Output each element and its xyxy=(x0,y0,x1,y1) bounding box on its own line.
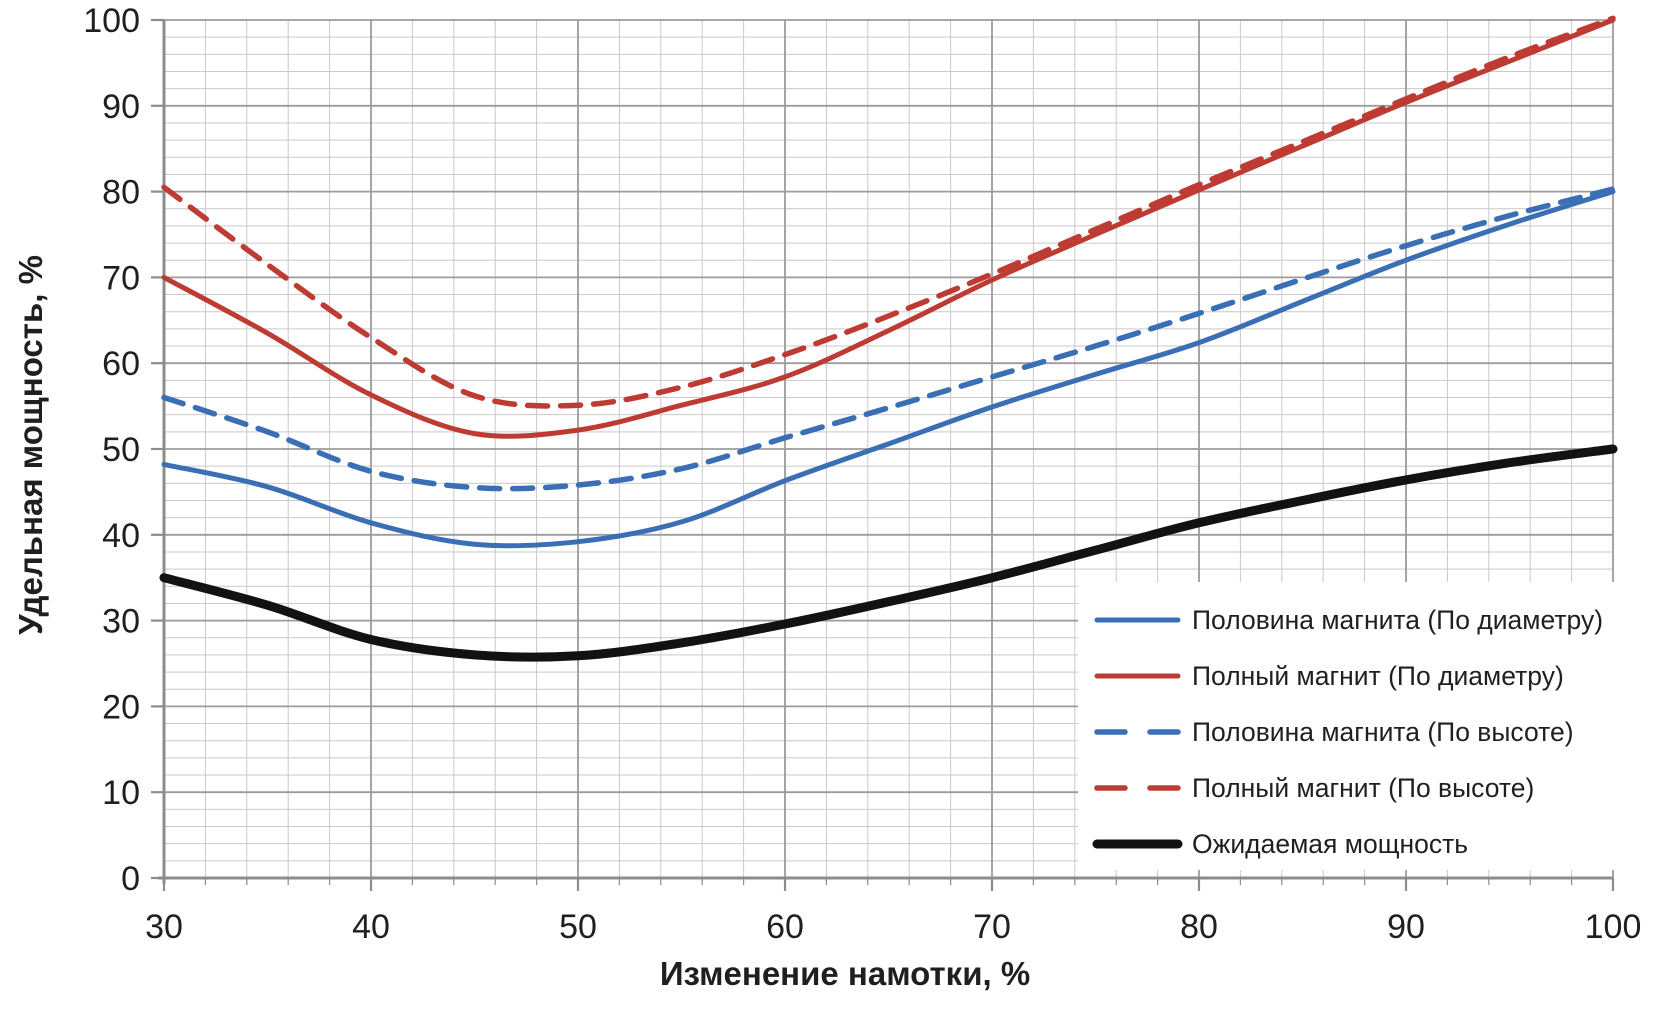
axes xyxy=(151,18,1615,891)
y-tick-label: 0 xyxy=(121,860,140,898)
legend-item-1: Полный магнит (По диаметру) xyxy=(1094,661,1564,691)
x-tick-label: 70 xyxy=(973,908,1011,946)
x-tick-label: 50 xyxy=(559,908,597,946)
x-tick-label: 90 xyxy=(1387,908,1425,946)
y-tick-label: 50 xyxy=(102,431,140,469)
legend-label: Полный магнит (По диаметру) xyxy=(1192,661,1564,691)
y-tick-labels: 0 10 20 30 40 50 60 70 80 90 100 xyxy=(83,2,140,898)
series-curve-4 xyxy=(159,444,1618,662)
series-curve-1 xyxy=(161,17,1616,439)
y-tick-label: 60 xyxy=(102,345,140,383)
y-tick-label: 30 xyxy=(102,603,140,641)
legend: Половина магнита (По диаметру) Полный маг… xyxy=(1078,582,1644,870)
y-tick-label: 100 xyxy=(83,2,140,40)
x-tick-label: 80 xyxy=(1180,908,1218,946)
x-tick-label: 30 xyxy=(145,908,183,946)
legend-item-4: Ожидаемая мощность xyxy=(1092,829,1468,859)
y-tick-label: 40 xyxy=(102,517,140,555)
y-tick-label: 70 xyxy=(102,259,140,297)
y-axis-title: Удельная мощность, % xyxy=(12,255,49,635)
y-tick-label: 90 xyxy=(102,88,140,126)
series-curve-2 xyxy=(161,186,1616,492)
legend-label: Полный магнит (По высоте) xyxy=(1192,773,1534,803)
legend-label: Половина магнита (По диаметру) xyxy=(1192,605,1603,635)
legend-item-2: Половина магнита (По высоте) xyxy=(1094,717,1574,747)
y-tick-label: 80 xyxy=(102,174,140,212)
x-tick-label: 100 xyxy=(1585,908,1642,946)
legend-item-3: Полный магнит (По высоте) xyxy=(1094,773,1534,803)
legend-item-0: Половина магнита (По диаметру) xyxy=(1094,605,1603,635)
y-tick-label: 10 xyxy=(102,774,140,812)
series-curve-0 xyxy=(161,189,1616,549)
y-tick-label: 20 xyxy=(102,688,140,726)
series-curve-3 xyxy=(161,15,1616,409)
legend-background xyxy=(1078,582,1644,870)
x-axis-title: Изменение намотки, % xyxy=(660,955,1030,992)
x-tick-label: 60 xyxy=(766,908,804,946)
legend-label: Половина магнита (По высоте) xyxy=(1192,717,1574,747)
x-tick-label: 40 xyxy=(352,908,390,946)
series-curves xyxy=(159,15,1618,662)
legend-label: Ожидаемая мощность xyxy=(1192,829,1468,859)
x-tick-labels: 30 40 50 60 70 80 90 100 xyxy=(145,908,1641,946)
